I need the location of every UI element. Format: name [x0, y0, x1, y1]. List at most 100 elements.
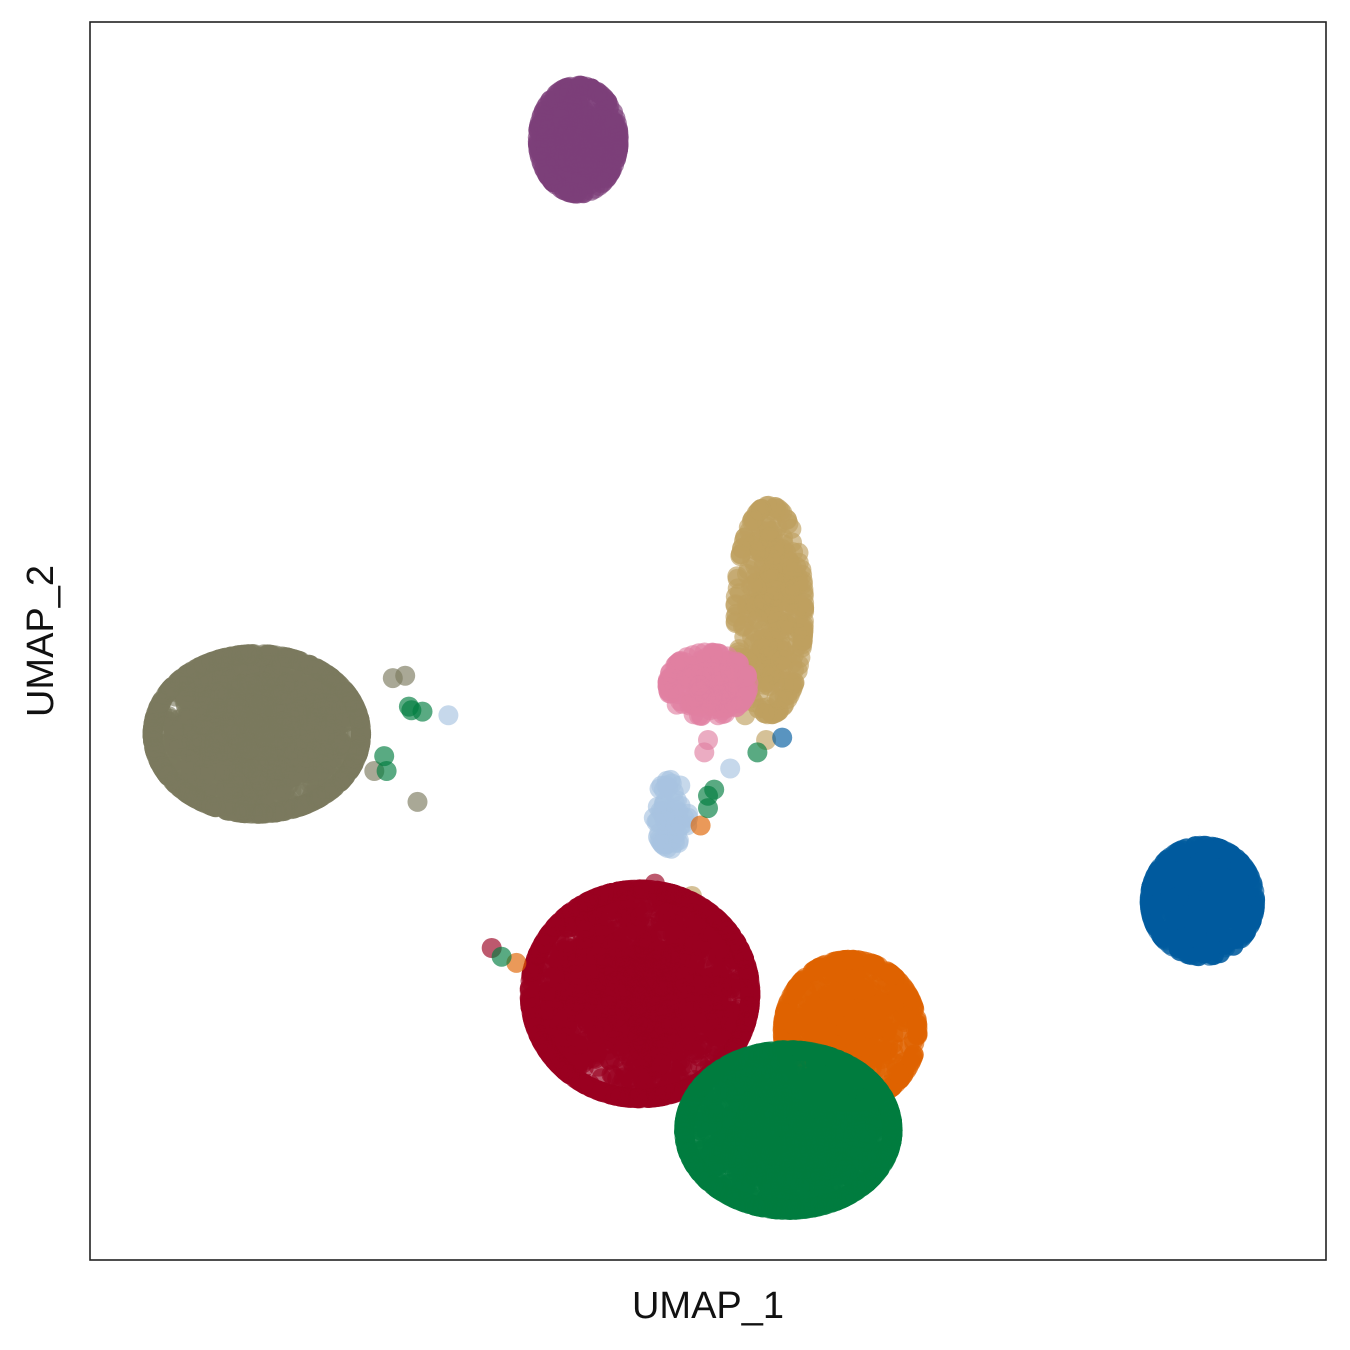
- scatter-point: [655, 998, 675, 1019]
- scatter-point: [576, 147, 597, 168]
- scatter-point: [580, 173, 601, 194]
- scatter-point: [558, 145, 579, 165]
- scatter-point: [550, 1055, 571, 1076]
- scatter-point: [336, 740, 357, 761]
- scatter-point: [568, 1054, 589, 1075]
- scatter-point: [689, 675, 710, 696]
- scatter-point: [580, 890, 601, 911]
- scatter-point: [757, 636, 778, 657]
- scatter-point: [313, 743, 334, 763]
- scatter-point: [855, 1037, 876, 1058]
- scatter-point: [739, 521, 760, 542]
- scatter-point: [248, 694, 269, 715]
- scatter-point: [608, 971, 628, 992]
- scatter-point: [335, 682, 356, 703]
- scatter-point: [737, 666, 758, 687]
- scatter-point: [176, 782, 197, 803]
- scatter-point: [625, 957, 646, 978]
- scatter-point: [876, 1057, 897, 1078]
- scatter-point: [555, 943, 576, 964]
- scatter-point: [603, 113, 624, 134]
- scatter-point: [766, 580, 787, 601]
- scatter-point: [215, 795, 236, 816]
- scatter-point: [880, 963, 901, 984]
- scatter-point: [586, 974, 607, 995]
- scatter-point: [602, 149, 623, 170]
- scatter-point: [531, 113, 552, 134]
- scatter-point: [282, 648, 303, 669]
- scatter-point: [564, 1034, 585, 1055]
- scatter-point: [209, 650, 229, 671]
- scatter-point: [698, 730, 718, 750]
- scatter-point: [749, 500, 770, 521]
- scatter-points: [142, 75, 1266, 1220]
- scatter-point: [709, 643, 730, 664]
- scatter-point: [691, 981, 712, 1002]
- scatter-point: [887, 1021, 908, 1042]
- scatter-point: [673, 978, 694, 999]
- scatter-point: [771, 619, 792, 640]
- scatter-point: [523, 957, 544, 978]
- scatter-point: [615, 938, 636, 959]
- scatter-point: [843, 949, 864, 970]
- scatter-point: [574, 1074, 595, 1095]
- scatter-point: [574, 948, 595, 969]
- scatter-point: [310, 786, 331, 807]
- scatter-point: [270, 684, 291, 705]
- scatter-point: [438, 705, 459, 726]
- scatter-point: [720, 758, 741, 779]
- scatter-point: [157, 764, 178, 785]
- scatter-point: [641, 930, 662, 951]
- scatter-point: [223, 773, 244, 794]
- scatter-point: [690, 815, 711, 836]
- scatter-point: [583, 80, 604, 101]
- scatter-point: [240, 645, 260, 666]
- scatter-point: [625, 919, 646, 940]
- scatter-point: [718, 921, 739, 941]
- scatter-point: [739, 997, 760, 1018]
- scatter-point: [727, 568, 748, 589]
- scatter-point: [609, 1011, 630, 1032]
- scatter-point: [686, 1009, 707, 1030]
- scatter-point: [231, 733, 252, 754]
- scatter-point: [169, 735, 190, 756]
- scatter-point: [283, 798, 304, 819]
- scatter-point: [606, 1085, 626, 1106]
- scatter-point: [382, 668, 403, 689]
- scatter-point: [747, 609, 768, 630]
- scatter-point: [345, 697, 366, 718]
- scatter-point: [815, 1022, 836, 1043]
- scatter-point: [259, 670, 280, 691]
- scatter-point: [644, 873, 665, 894]
- scatter-point: [576, 917, 597, 938]
- scatter-point: [543, 967, 563, 988]
- scatter-point: [809, 957, 830, 978]
- scatter-point: [254, 726, 275, 747]
- scatter-point: [650, 1086, 671, 1107]
- scatter-point: [180, 761, 201, 782]
- scatter-point: [160, 679, 180, 700]
- scatter-point: [627, 1014, 648, 1035]
- scatter-point: [568, 78, 589, 99]
- scatter-point: [164, 720, 185, 741]
- scatter-point: [199, 736, 220, 757]
- scatter-point: [791, 1004, 812, 1025]
- scatter-point: [685, 893, 706, 914]
- scatter-point: [539, 157, 559, 178]
- scatter-point: [520, 997, 541, 1018]
- scatter-point: [586, 1037, 607, 1058]
- scatter-point: [231, 674, 252, 695]
- scatter-point: [786, 977, 807, 998]
- scatter-point: [276, 778, 297, 799]
- scatter-point: [786, 556, 807, 577]
- scatter-point: [670, 923, 691, 944]
- scatter-point: [784, 672, 805, 693]
- scatter-point: [541, 1007, 562, 1028]
- scatter-point: [651, 949, 672, 970]
- scatter-point: [653, 975, 673, 996]
- scatter-point: [177, 664, 198, 685]
- scatter-point: [628, 984, 649, 1005]
- scatter-point: [252, 803, 273, 824]
- scatter-point: [314, 725, 335, 746]
